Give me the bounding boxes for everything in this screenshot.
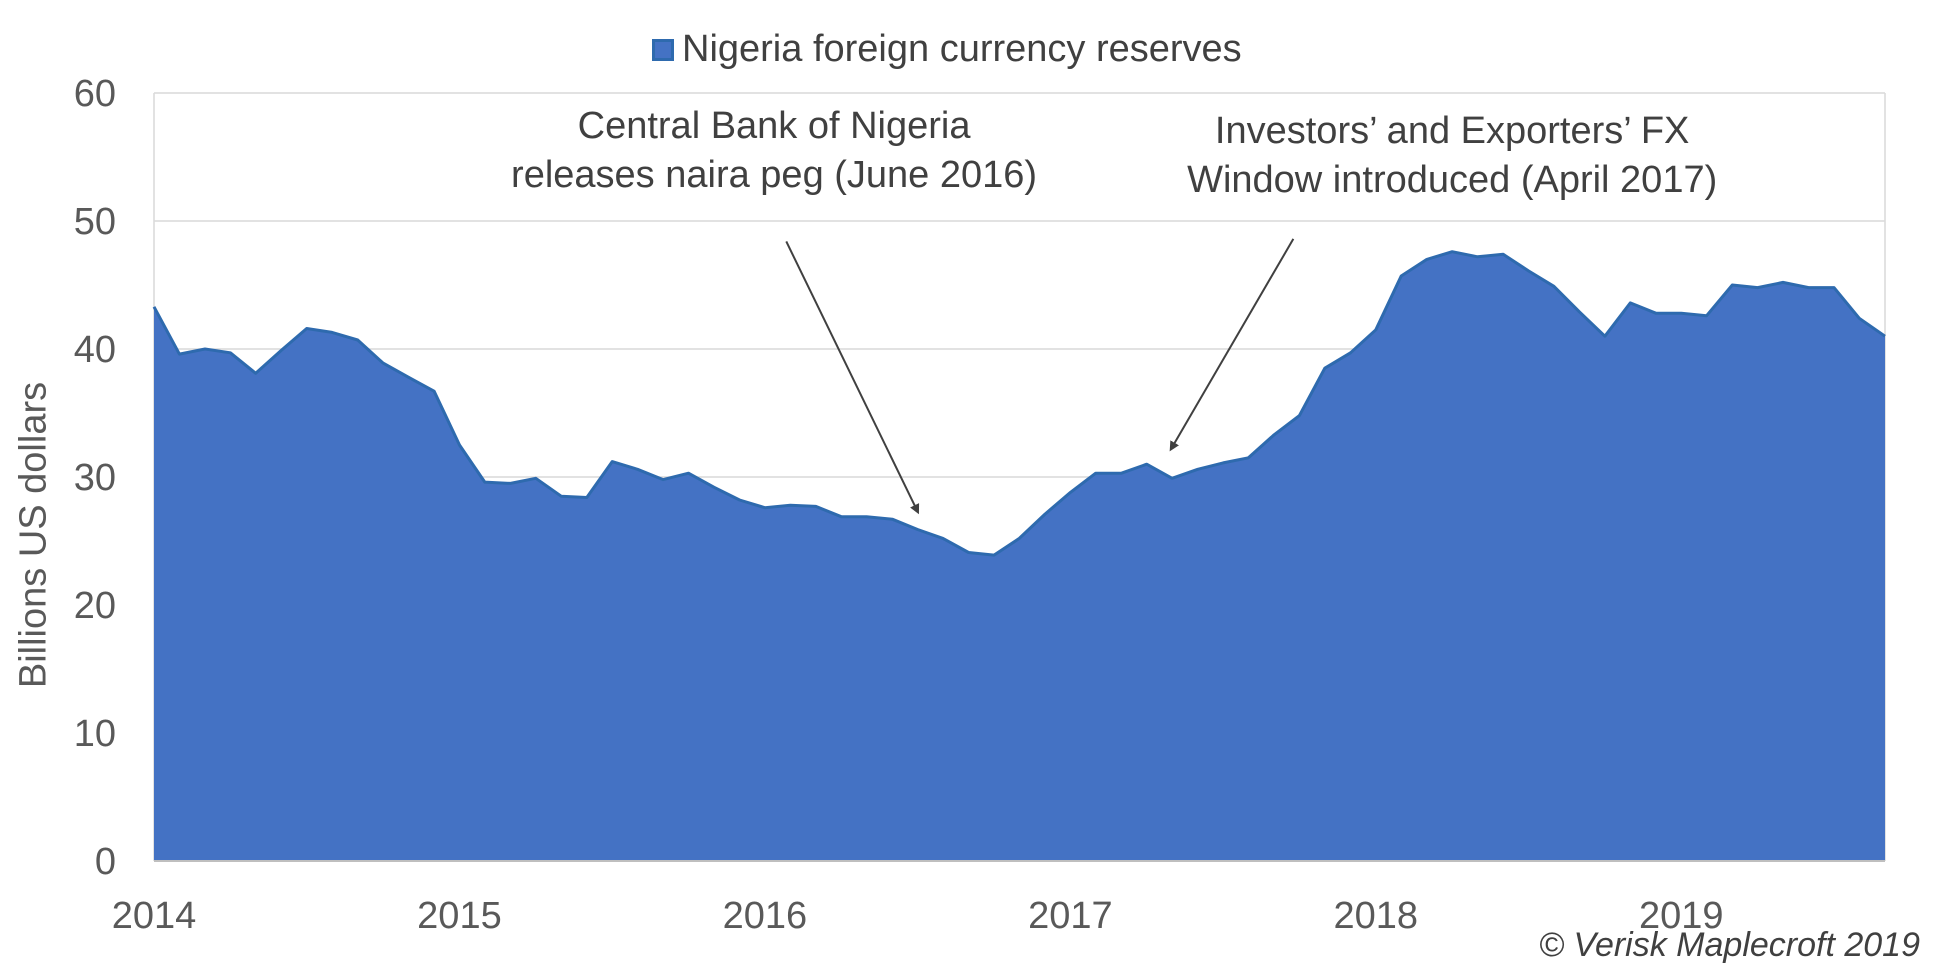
x-tick-label: 2017: [1028, 895, 1113, 937]
y-tick-label: 40: [74, 329, 116, 371]
annotation-arrow: [1169, 238, 1295, 452]
y-tick-label: 60: [74, 73, 116, 115]
y-tick-label: 10: [74, 713, 116, 755]
series-line: [152, 250, 1886, 557]
area-series-layer: [152, 250, 1886, 861]
x-tick-label: 2015: [417, 895, 502, 937]
y-tick-label: 50: [74, 201, 116, 243]
legend: Nigeria foreign currency reserves: [652, 28, 1242, 71]
y-tick-label: 20: [74, 585, 116, 627]
annotation-fx-window: Investors’ and Exporters’ FX Window intr…: [1187, 109, 1718, 201]
x-tick-label: 2018: [1334, 895, 1419, 937]
copyright-credit: © Verisk Maplecroft 2019: [1539, 926, 1920, 964]
annotation-arrow: [785, 241, 920, 515]
legend-label: Nigeria foreign currency reserves: [682, 28, 1242, 70]
series-area-fill: [154, 251, 1885, 861]
axes: 0 10 20 30 40 50 60 2014 2015 2016 2017 2018 2019: [74, 73, 1885, 937]
legend-swatch: [652, 38, 674, 61]
y-tick-label: 30: [74, 457, 116, 499]
x-tick-label: 2014: [112, 895, 197, 937]
x-tick-label: 2019: [1639, 895, 1724, 937]
annotation-naira-peg: Central Bank of Nigeria releases naira p…: [511, 104, 1038, 196]
x-tick-label: 2016: [723, 895, 808, 937]
annotation-arrows: [785, 238, 1295, 515]
y-axis-label: Billions US dollars: [12, 381, 55, 689]
y-tick-label: 0: [95, 841, 116, 883]
